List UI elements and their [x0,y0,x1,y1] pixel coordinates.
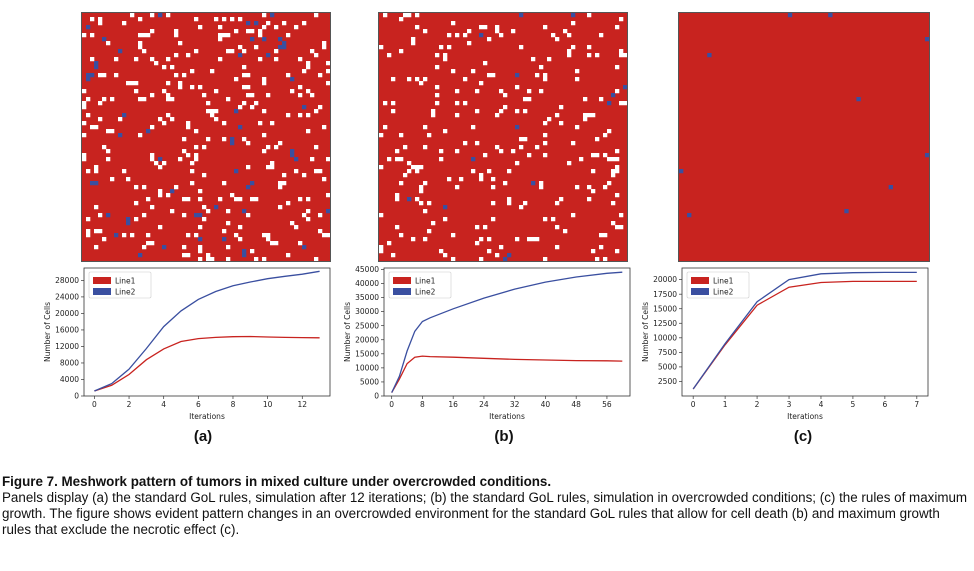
x-tick-label: 2 [755,400,760,409]
grid-blue-cells [679,13,929,218]
panel-c-grid-image [678,12,930,262]
y-tick-label: 28000 [55,276,79,285]
legend-swatch-line1 [393,277,411,284]
y-tick-label: 24000 [55,293,79,302]
chart-c-svg: 2500 5000 7500 10000 12500 15000 17500 20000 0 1 2… [641,267,929,421]
series-line-line1 [94,335,320,392]
y-tick-label: 25000 [355,321,379,330]
y-tick-label: 20000 [55,309,79,318]
legend-label-line1: Line1 [713,276,734,285]
grid-blue-cells [86,13,330,258]
y-tick-label: 10000 [653,333,677,342]
y-axis-label: Number of Cells [641,302,650,362]
grid-empty-cells [379,13,627,261]
x-tick-label: 0 [92,400,97,409]
legend-label-line2: Line2 [713,287,734,296]
y-tick-label: 5000 [658,363,677,372]
y-tick-label: 4000 [60,375,79,384]
y-tick-label: 0 [74,392,79,401]
chart-legend: Line1 Line2 [686,271,750,299]
x-tick-label: 48 [571,400,581,409]
caption-title: Figure 7. Meshwork pattern of tumors in … [2,474,552,489]
legend-swatch-line1 [93,277,111,284]
y-tick-label: 35000 [355,293,379,302]
x-tick-label: 7 [914,400,919,409]
series-line-line1 [391,355,623,393]
x-tick-label: 0 [691,400,696,409]
y-axis-label: Number of Cells [43,302,52,362]
figure-caption: Figure 7. Meshwork pattern of tumors in … [2,474,972,538]
x-tick-label: 6 [196,400,201,409]
x-axis-label: Iterations [787,412,823,421]
chart-a-svg: 0 4000 8000 12000 16000 20000 24000 28000 0 2 4 6 8 1… [43,267,331,421]
x-tick-label: 4 [819,400,824,409]
y-axis-label: Number of Cells [343,302,352,362]
y-tick-label: 5000 [360,378,379,387]
grid-c-svg [679,13,929,218]
x-tick-label: 4 [161,400,166,409]
series-line-line2 [391,271,623,393]
y-tick-label: 7500 [658,348,677,357]
panel-c-chart: 2500 5000 7500 10000 12500 15000 17500 20000 0 1 2… [636,262,936,424]
x-tick-label: 56 [602,400,612,409]
legend-label-line2: Line2 [415,287,436,296]
x-tick-label: 1 [723,400,728,409]
legend-swatch-line2 [691,288,709,295]
x-tick-label: 16 [448,400,458,409]
series-line-line1 [692,280,917,390]
grid-blue-cells [407,13,627,261]
panel-a-chart: 0 4000 8000 12000 16000 20000 24000 28000 0 2 4 6 8 1… [38,262,338,424]
grid-a-svg [82,13,330,261]
x-tick-label: 8 [231,400,236,409]
panel-a-grid-image [81,12,331,262]
chart-legend: Line1 Line2 [88,271,152,299]
chart-b-svg: 0 5000 10000 15000 20000 25000 30000 35000 40000… [343,265,631,421]
y-tick-label: 2500 [658,377,677,386]
y-tick-label: 45000 [355,265,379,274]
y-tick-label: 0 [374,392,379,401]
chart-legend: Line1 Line2 [388,271,452,299]
x-axis-label: Iterations [189,412,225,421]
y-tick-label: 12000 [55,342,79,351]
x-tick-label: 12 [298,400,308,409]
x-tick-label: 32 [510,400,520,409]
x-tick-label: 40 [541,400,551,409]
y-tick-label: 30000 [355,307,379,316]
x-tick-label: 2 [127,400,132,409]
series-line-line2 [94,270,320,392]
x-tick-label: 10 [263,400,273,409]
y-tick-label: 40000 [355,279,379,288]
x-tick-label: 3 [787,400,792,409]
panel-b-grid-image [378,12,628,262]
legend-swatch-line1 [691,277,709,284]
y-tick-label: 15000 [355,349,379,358]
panel-b-label: (b) [494,428,514,445]
legend-label-line1: Line1 [115,276,136,285]
x-tick-label: 24 [479,400,489,409]
grid-empty-cells [82,13,330,261]
series-line-line2 [692,271,917,390]
y-tick-label: 20000 [355,335,379,344]
y-tick-label: 15000 [653,304,677,313]
x-axis-label: Iterations [489,412,525,421]
caption-body: Panels display (a) the standard GoL rule… [2,490,968,537]
legend-label-line2: Line2 [115,287,136,296]
x-tick-label: 5 [851,400,856,409]
y-tick-label: 20000 [653,275,677,284]
legend-swatch-line2 [93,288,111,295]
legend-swatch-line2 [393,288,411,295]
x-tick-label: 0 [389,400,394,409]
y-tick-label: 12500 [653,319,677,328]
y-tick-label: 17500 [653,290,677,299]
panel-a-label: (a) [193,428,213,445]
panel-b-chart: 0 5000 10000 15000 20000 25000 30000 35000 40000… [338,262,638,424]
y-tick-label: 8000 [60,359,79,368]
grid-b-svg [379,13,627,261]
y-tick-label: 16000 [55,326,79,335]
y-tick-label: 10000 [355,363,379,372]
panel-c-label: (c) [793,428,813,445]
x-tick-label: 6 [882,400,887,409]
x-tick-label: 8 [420,400,425,409]
legend-label-line1: Line1 [415,276,436,285]
